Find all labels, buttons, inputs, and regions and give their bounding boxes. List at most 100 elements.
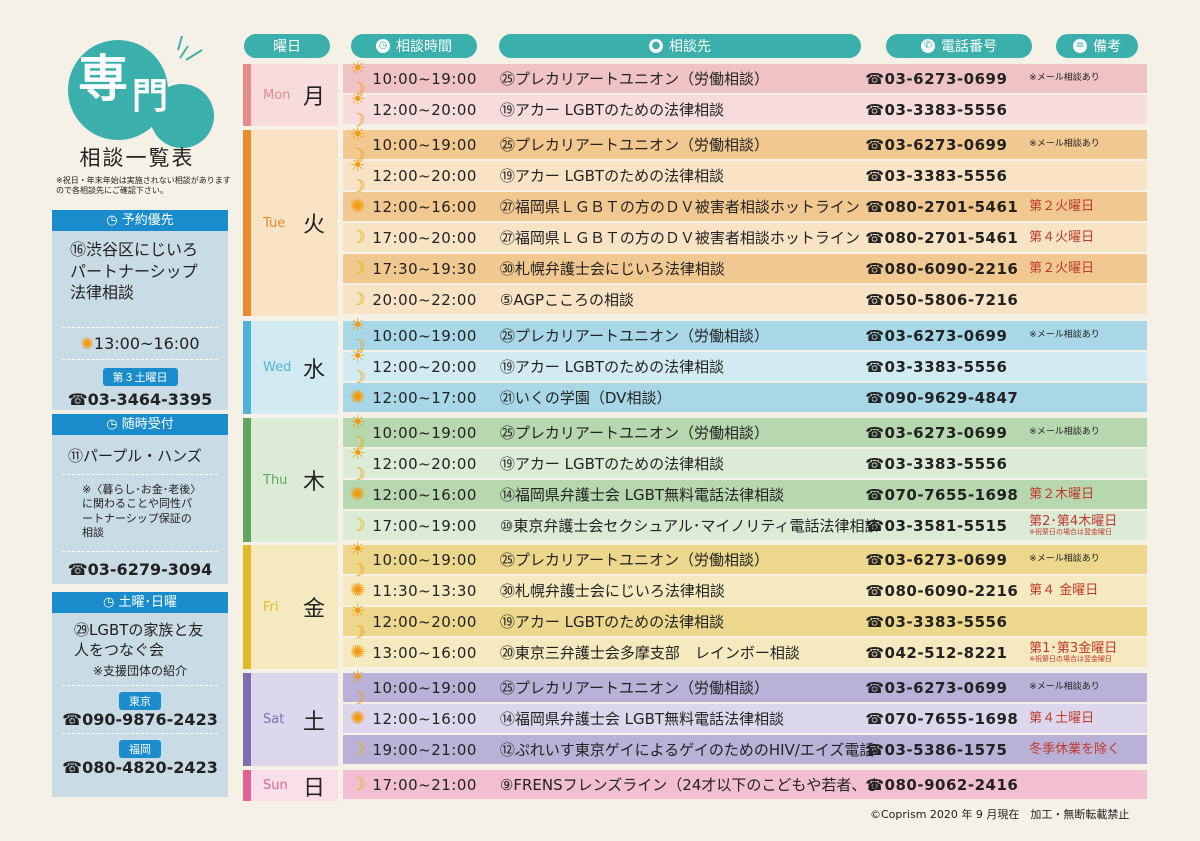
row-time: 10:00~19:00 [372,69,477,88]
schedule-row: ✺ 12:00~17:00 ㉑いくの学園（DV相談） ☎090-9629-4847 [343,383,1147,412]
row-time: 17:00~19:00 [372,516,477,535]
header-time: ◷ 相談時間 [351,34,477,58]
speech-bubble-icon: ≡ [1073,39,1087,53]
header-day: 曜日 [244,34,330,58]
moon-icon: ☽ [349,515,366,536]
side-anytime-note: ※〈暮らし･お金･老後〉に関わることや同性パートナーシップ保証の相談 [82,483,196,539]
title-char-2: 門 [132,76,169,117]
schedule-row: ✺ 12:00~16:00 ㉗福岡県ＬＧＢＴの方のＤＶ被害者相談ホットライン ☎080… [343,192,1147,221]
row-time: 12:00~16:00 [372,709,477,728]
row-note: ※メール相談あり [1029,553,1137,564]
header-tel-label: 電話番号 [941,39,997,55]
day-accent-bar [243,545,251,669]
header-day-label: 曜日 [273,39,301,55]
side-reserve-pill: 第３土曜日 [102,368,178,386]
row-phone: ☎03-3581-5515 [865,516,1008,535]
row-time: 12:00~20:00 [372,100,477,119]
side-weekend-pill2-wrap: 福岡 [52,738,228,758]
row-note-text: ※メール相談あり [1029,553,1100,564]
row-time: 10:00~19:00 [372,326,477,345]
day-accent-bar [243,321,251,414]
schedule-row: ☀☽ 10:00~19:00 ㉕プレカリアートユニオン（労働相談） ☎03-6273-… [343,124,1147,166]
row-note: 第1･第3金曜日 ※祝祭日の場合は翌金曜日 [1029,642,1137,663]
row-organization: ⑩東京弁護士会セクシュアル･マイノリティ電話法律相談 [499,517,878,535]
row-organization: ㉕プレカリアートユニオン（労働相談） [499,327,769,345]
sun-icon: ✺ [350,580,366,601]
row-phone: ☎042-512-8221 [865,643,1008,662]
row-note: ※メール相談あり [1029,427,1137,437]
footer-copyright: ©Coprism 2020 年 9 月現在 加工・無断転載禁止 [870,808,1130,821]
title-main: 専門 [78,54,218,115]
sun-icon: ✺ [350,196,366,217]
row-note-text: 第２火曜日 [1029,260,1095,276]
row-note-sub: ※祝祭日の場合は翌金曜日 [1029,527,1113,536]
row-time: 17:00~21:00 [372,775,477,794]
row-time: 12:00~20:00 [372,166,477,185]
row-phone: ☎080-9062-2416 [865,775,1019,794]
side-weekend-pill-fukuoka: 福岡 [119,740,161,758]
clock-icon: ◷ [376,39,390,53]
side-reserve-caption-label: 予約優先 [121,213,174,228]
row-phone: ☎03-6273-0699 [865,69,1008,88]
schedule-row: ☽ 17:00~19:00 ⑩東京弁護士会セクシュアル･マイノリティ電話法律相談 ☎0… [343,511,1147,540]
day-block-sat: Sat 土 ☀☽ 10:00~19:00 ㉕プレカリアートユニオン（労働相談） ☎03-6… [243,667,1147,766]
row-note-text: 第４ 金曜日 [1029,582,1099,598]
header-tel: ✆ 電話番号 [886,34,1032,58]
row-time: 11:30~13:30 [372,581,477,600]
side-weekend-pill1-wrap: 東京 [52,690,228,710]
day-jp: 火 [303,213,326,238]
divider [62,551,218,552]
schedule-row: ☀☽ 12:00~20:00 ⑲アカー LGBTのための法律相談 ☎03-3383-5… [343,89,1147,131]
sun-moon-icon: ☀☽ [349,345,366,388]
sun-moon-icon: ☀☽ [349,154,366,197]
row-organization: ㉗福岡県ＬＧＢＴの方のＤＶ被害者相談ホットライン [499,198,860,216]
row-time: 13:00~16:00 [372,643,477,662]
row-note: ※メール相談あり [1029,682,1137,692]
side-reserve-caption: ◷ 予約優先 [52,210,228,231]
row-organization: ⑭福岡県弁護士会 LGBT無料電話法律相談 [499,710,785,728]
row-time: 19:00~21:00 [372,740,477,759]
row-organization: ⑲アカー LGBTのための法律相談 [499,101,725,119]
schedule-row: ☀☽ 10:00~19:00 ㉕プレカリアートユニオン（労働相談） ☎03-6273-… [343,667,1147,709]
day-jp: 月 [303,85,326,110]
sun-icon: ✺ [350,642,366,663]
row-organization: ㉗福岡県ＬＧＢＴの方のＤＶ被害者相談ホットライン [499,229,860,247]
side-anytime-caption: ◷ 随時受付 [52,414,228,435]
row-time: 10:00~19:00 [372,678,477,697]
sun-moon-icon: ☀☽ [349,600,366,643]
row-time: 10:00~19:00 [372,423,477,442]
day-accent-bar [243,418,251,542]
row-note-text: 第２火曜日 [1029,198,1095,214]
day-jp: 木 [303,470,326,495]
row-note: 第２火曜日 [1029,198,1137,214]
row-phone: ☎03-3383-5556 [865,612,1008,631]
row-phone: ☎090-9629-4847 [865,388,1019,407]
row-note: 第４土曜日 [1029,711,1137,726]
day-block-mon: Mon 月 ☀☽ 10:00~19:00 ㉕プレカリアートユニオン（労働相談） ☎03-6… [243,58,1147,131]
day-label: Mon 月 [243,64,338,126]
divider [62,474,218,475]
moon-icon: ☽ [349,774,366,795]
side-weekend-caption-label: 土曜･日曜 [118,595,177,610]
schedule-row: ☀☽ 10:00~19:00 ㉕プレカリアートユニオン（労働相談） ☎03-6273-… [343,412,1147,454]
row-note-text: ※メール相談あり [1029,138,1100,149]
side-weekend-panel: ◷ 土曜･日曜 ㉙LGBTの家族と友人をつなぐ会 ※支援団体の紹介 東京 ☎09… [52,592,228,797]
row-time: 12:00~20:00 [372,357,477,376]
day-jp: 土 [303,709,326,735]
row-note: 第2･第4木曜日 ※祝祭日の場合は翌金曜日 [1029,515,1137,536]
row-phone: ☎070-7655-1698 [865,709,1019,728]
row-phone: ☎03-6273-0699 [865,135,1008,154]
side-weekend-tel-tokyo: ☎090-9876-2423 [62,710,218,729]
side-reserve-org: ⑯渋谷区にじいろパートナーシップ法律相談 [70,240,199,303]
header-note: ≡ 備考 [1056,34,1138,58]
row-phone: ☎03-6273-0699 [865,550,1008,569]
row-organization: ㉕プレカリアートユニオン（労働相談） [499,551,769,569]
schedule-row: ✺ 12:00~16:00 ⑭福岡県弁護士会 LGBT無料電話法律相談 ☎070-76… [343,480,1147,509]
side-weekend-note: ※支援団体の紹介 [92,664,188,678]
day-label: Sun 日 [243,770,338,801]
header-org-label: 相談先 [669,39,711,55]
day-jp: 金 [303,597,326,622]
row-organization: ⑲アカー LGBTのための法律相談 [499,167,725,185]
sun-moon-icon: ☀☽ [349,88,366,131]
row-note: 第２火曜日 [1029,260,1137,276]
